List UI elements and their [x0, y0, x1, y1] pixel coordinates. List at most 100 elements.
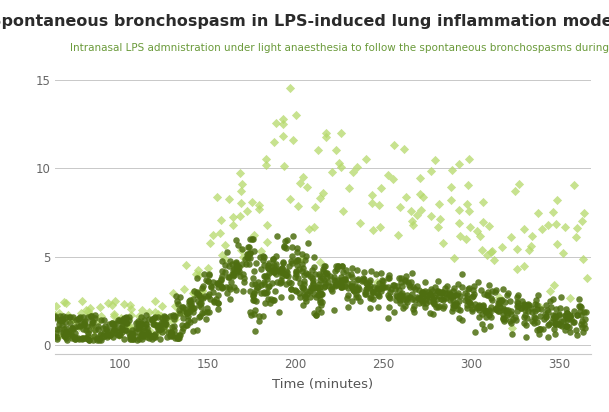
Point	[550, 330, 560, 337]
Point	[293, 275, 303, 282]
Point	[127, 305, 136, 312]
Point	[96, 317, 105, 324]
Point	[137, 328, 147, 335]
Point	[548, 295, 558, 302]
Point	[348, 265, 357, 271]
Point	[407, 295, 417, 302]
Point	[138, 332, 148, 339]
Point	[262, 296, 272, 302]
Point	[408, 305, 418, 312]
Point	[432, 288, 442, 294]
Point	[498, 315, 508, 322]
Point	[449, 285, 459, 291]
Point	[463, 286, 473, 292]
Point	[186, 306, 196, 313]
Point	[205, 240, 214, 247]
Point	[160, 318, 170, 325]
Point	[249, 248, 259, 254]
Point	[362, 284, 372, 291]
Point	[231, 260, 241, 267]
Point	[314, 147, 323, 153]
Point	[213, 300, 223, 306]
Point	[270, 288, 280, 295]
Point	[311, 271, 320, 278]
Point	[139, 327, 149, 333]
Point	[435, 215, 445, 222]
Point	[107, 319, 116, 326]
Point	[224, 195, 234, 202]
Point	[233, 241, 243, 248]
Point	[446, 184, 456, 190]
Point	[521, 321, 531, 328]
Point	[290, 112, 300, 118]
Point	[479, 199, 488, 206]
Point	[480, 307, 490, 313]
Point	[446, 166, 456, 173]
Point	[188, 295, 198, 302]
Point	[211, 295, 220, 302]
Point	[393, 293, 403, 300]
Point	[283, 236, 292, 243]
Point	[336, 274, 346, 281]
Point	[93, 325, 103, 332]
Point	[119, 316, 128, 323]
Point	[86, 318, 96, 325]
Point	[311, 312, 321, 318]
Point	[490, 288, 499, 295]
Point	[324, 283, 334, 289]
Point	[83, 329, 93, 336]
Point	[434, 200, 444, 207]
Point	[477, 311, 487, 317]
Point	[389, 281, 399, 288]
Point	[298, 301, 308, 308]
Point	[55, 317, 65, 324]
Point	[154, 323, 164, 329]
Point	[408, 222, 418, 229]
Point	[159, 324, 169, 331]
Point	[170, 302, 180, 309]
Point	[195, 300, 205, 307]
Point	[523, 308, 533, 314]
Point	[372, 290, 382, 297]
Point	[147, 316, 157, 322]
Point	[73, 323, 83, 329]
Point	[312, 306, 322, 312]
Point	[295, 294, 305, 301]
Point	[155, 335, 165, 342]
Point	[171, 331, 181, 338]
Point	[378, 285, 387, 291]
Point	[469, 283, 479, 289]
Point	[523, 301, 532, 308]
Point	[133, 325, 143, 331]
Point	[478, 218, 488, 225]
Point	[429, 300, 439, 306]
Point	[174, 331, 183, 338]
Point	[558, 323, 568, 330]
Point	[206, 296, 216, 302]
Point	[315, 259, 325, 266]
Point	[361, 156, 370, 162]
Point	[146, 328, 155, 335]
Point	[319, 262, 329, 269]
Point	[248, 236, 258, 242]
Point	[437, 289, 446, 295]
Point	[462, 292, 472, 298]
Point	[385, 294, 395, 301]
Point	[535, 304, 545, 310]
Point	[372, 285, 382, 291]
Point	[455, 232, 465, 239]
Point	[238, 254, 248, 260]
Point	[343, 272, 353, 278]
Point	[328, 283, 337, 289]
Point	[502, 311, 512, 318]
Point	[543, 222, 553, 229]
Point	[362, 281, 372, 288]
Point	[217, 267, 227, 274]
Point	[382, 284, 392, 291]
Point	[157, 302, 166, 309]
Point	[67, 335, 77, 341]
Point	[446, 297, 456, 303]
Point	[530, 314, 540, 321]
Point	[406, 279, 416, 285]
Point	[273, 267, 283, 273]
